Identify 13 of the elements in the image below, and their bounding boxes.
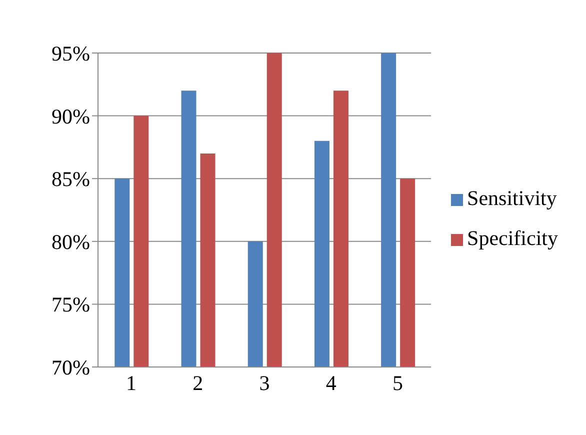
x-tick-label: 1: [126, 370, 137, 395]
y-tick-label: 95%: [52, 41, 90, 66]
y-tick-label: 80%: [52, 230, 90, 254]
y-tick-label: 70%: [52, 355, 90, 380]
y-tick-label: 85%: [52, 167, 90, 192]
y-tick-label: 90%: [52, 104, 90, 128]
x-tick-label: 3: [259, 370, 270, 395]
x-tick-label: 5: [392, 370, 403, 395]
x-tick-label: 4: [326, 370, 337, 395]
legend-label: Specificity: [467, 226, 558, 250]
legend-label: Sensitivity: [467, 186, 557, 210]
y-tick-label: 75%: [52, 292, 90, 317]
x-tick-label: 2: [192, 370, 204, 395]
